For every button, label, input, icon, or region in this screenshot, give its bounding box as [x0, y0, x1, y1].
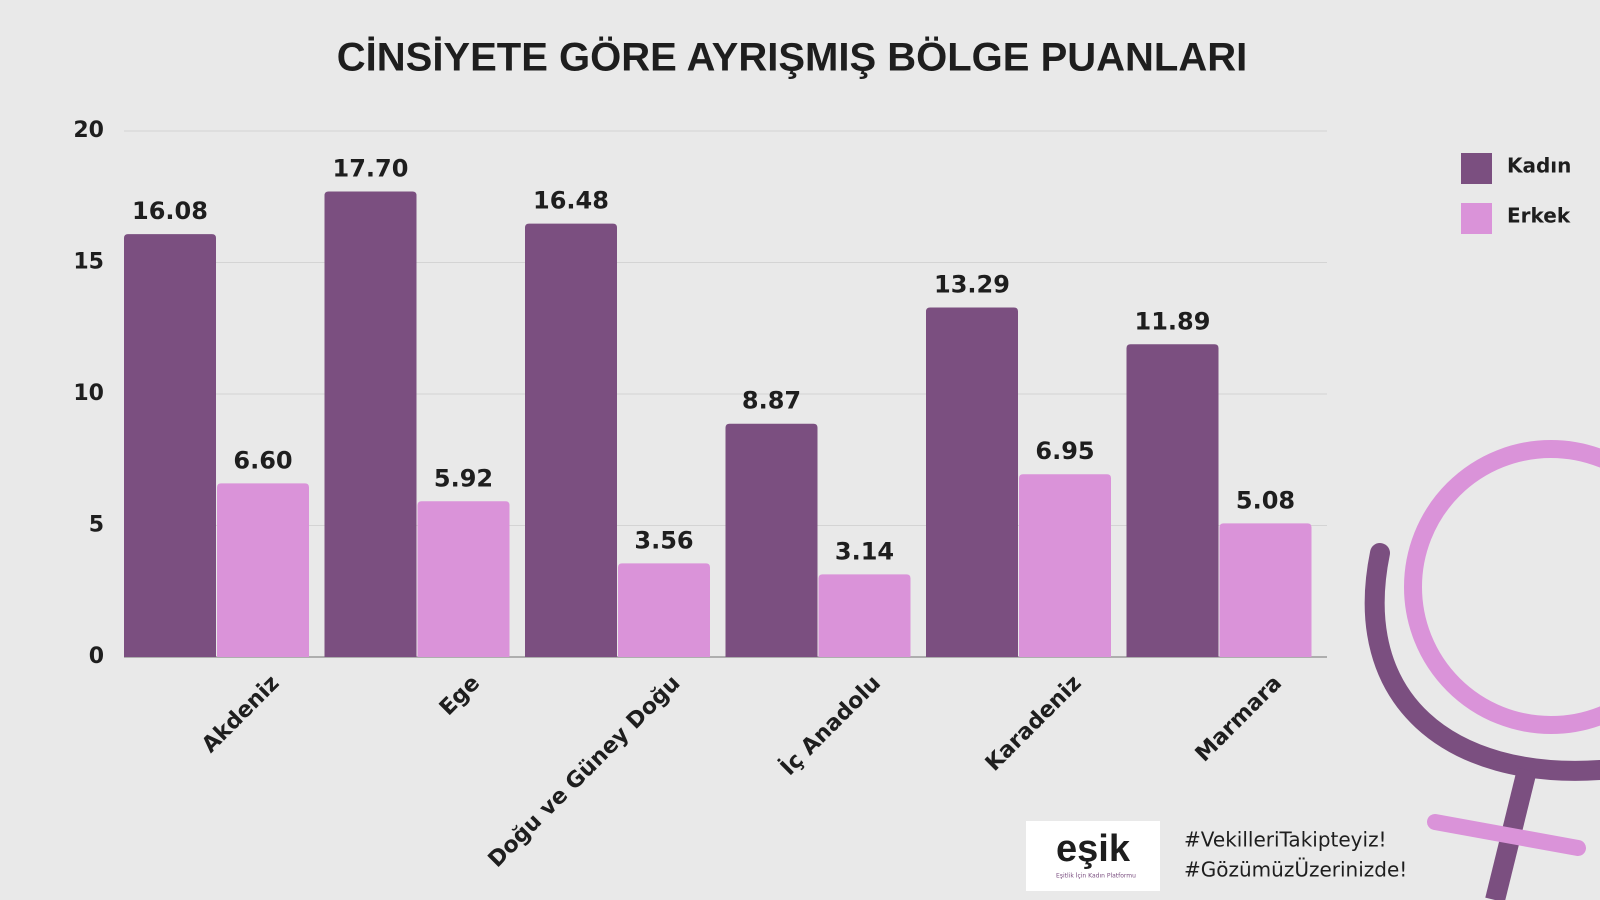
value-label: 3.14 — [835, 537, 894, 565]
bar — [818, 574, 911, 657]
bar — [725, 423, 818, 657]
y-tick-label: 10 — [73, 381, 104, 406]
female-symbol — [1364, 440, 1600, 900]
value-label: 5.92 — [434, 464, 493, 492]
x-tick-label: Doğu ve Güney Doğu — [484, 671, 686, 873]
chart-title: CİNSİYETE GÖRE AYRIŞMIŞ BÖLGE PUANLARI — [337, 35, 1248, 80]
value-label: 3.56 — [634, 526, 693, 554]
value-label: 13.29 — [934, 270, 1010, 298]
y-tick-label: 20 — [73, 118, 104, 143]
value-label: 16.08 — [132, 197, 208, 225]
symbol-circle — [1404, 440, 1600, 734]
value-label: 6.95 — [1035, 437, 1094, 465]
logo-subtitle: Eşitlik İçin Kadın Platformu — [1056, 873, 1136, 880]
symbol-arc — [1364, 543, 1600, 781]
logo-box — [1026, 821, 1160, 891]
hashtag: #GözümüzÜzerinizde! — [1184, 858, 1407, 882]
logo-text: eşik — [1056, 828, 1131, 870]
value-label: 11.89 — [1135, 307, 1211, 335]
bar — [1019, 474, 1111, 657]
legend-label: Erkek — [1507, 204, 1571, 228]
x-tick-label: İç Anadolu — [775, 670, 886, 781]
bar — [1219, 523, 1312, 657]
bar — [618, 563, 710, 657]
bar — [217, 483, 309, 657]
x-tick-label: Ege — [435, 671, 485, 721]
hashtag: #VekilleriTakipteyiz! — [1184, 828, 1387, 852]
legend-swatch — [1461, 153, 1492, 184]
bar — [926, 307, 1018, 657]
value-label: 17.70 — [333, 154, 409, 182]
symbol-cross — [1427, 814, 1586, 856]
y-tick-label: 5 — [89, 513, 104, 538]
bar — [525, 223, 617, 658]
bar — [417, 501, 510, 657]
legend-swatch — [1461, 203, 1492, 234]
value-label: 8.87 — [742, 387, 801, 415]
bar — [124, 234, 216, 657]
logo: eşik Eşitlik İçin Kadın Platformu — [1026, 821, 1160, 891]
x-tick-label: Marmara — [1191, 671, 1287, 767]
y-tick-label: 0 — [89, 644, 104, 669]
value-label: 16.48 — [533, 187, 609, 215]
y-tick-label: 15 — [73, 250, 104, 275]
x-tick-label: Karadeniz — [981, 671, 1087, 777]
legend-label: Kadın — [1507, 154, 1571, 178]
x-tick-label: Akdeniz — [197, 671, 284, 758]
bar — [1126, 344, 1219, 657]
value-label: 6.60 — [233, 446, 292, 474]
bar — [324, 191, 417, 658]
value-label: 5.08 — [1236, 486, 1295, 514]
